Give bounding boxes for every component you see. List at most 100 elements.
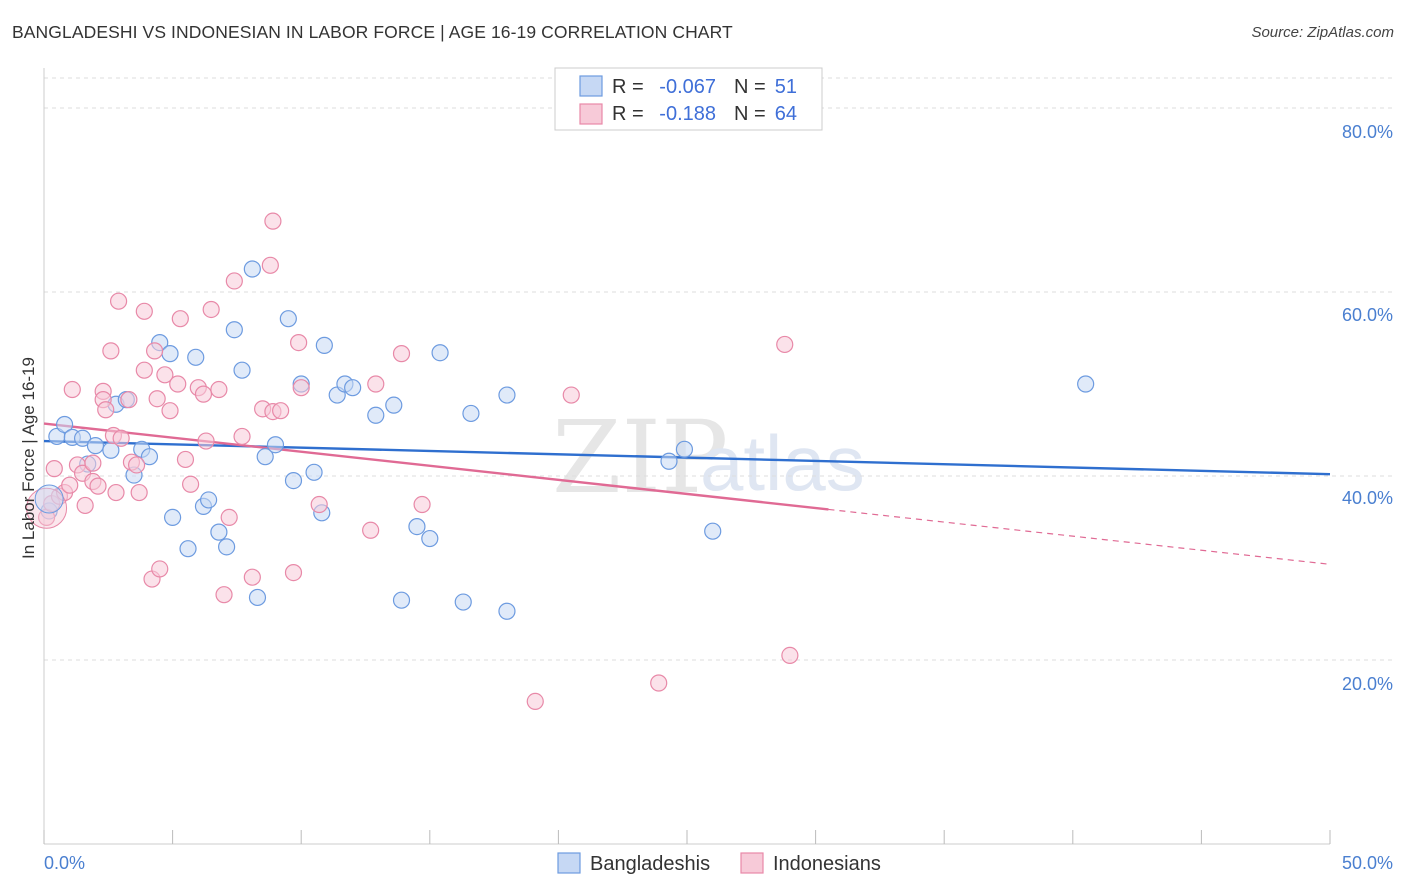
- indonesians-trend-extension: [828, 508, 1331, 565]
- indonesians-point: [284, 563, 303, 582]
- indonesians-point: [225, 272, 243, 290]
- indonesians-point: [233, 427, 251, 446]
- bangladeshis-point: [55, 415, 74, 434]
- bangladeshis-point: [675, 440, 694, 458]
- indonesians-point: [220, 508, 238, 527]
- indonesians-point: [292, 379, 310, 397]
- bangladeshis-point: [266, 436, 285, 454]
- indonesians-point: [127, 456, 146, 474]
- indonesians-point: [264, 212, 282, 230]
- x-tick-label: 0.0%: [44, 853, 85, 873]
- legend-r-label-2: R =: [612, 103, 644, 125]
- indonesians-point: [182, 475, 200, 493]
- indonesians-point: [176, 450, 195, 469]
- bangladeshis-point: [315, 336, 333, 354]
- series-legend-swatch-bangladeshis: [557, 852, 581, 874]
- indonesians-point: [367, 375, 385, 393]
- legend-swatch-bangladeshis: [579, 75, 603, 97]
- bangladeshis-point: [1077, 375, 1095, 393]
- bangladeshis-point: [73, 429, 92, 447]
- indonesians-point: [171, 310, 189, 328]
- indonesians-point: [63, 380, 81, 399]
- axes: 20.0% 40.0% 60.0% 80.0% 0.0% 50.0%: [43, 68, 1393, 873]
- indonesians-point: [169, 375, 187, 393]
- bangladeshis-point: [200, 491, 218, 509]
- bangladeshis-point: [164, 508, 182, 527]
- bangladeshis-point: [86, 437, 105, 455]
- y-tick-label: 20.0%: [1342, 674, 1393, 694]
- bangladeshis-point: [367, 406, 385, 424]
- indonesians-point: [290, 334, 308, 352]
- bangladeshis-point: [256, 448, 274, 466]
- series-legend-label-indonesians: Indonesians: [773, 853, 881, 875]
- watermark: ZIP atlas: [552, 399, 865, 516]
- indonesians-point: [197, 432, 215, 450]
- indonesians-point: [202, 300, 220, 319]
- x-tick-label: 50.0%: [1342, 853, 1393, 873]
- series-legend: Bangladeshis Indonesians: [557, 852, 881, 875]
- indonesians-point: [130, 483, 148, 502]
- indonesians-point: [112, 429, 130, 447]
- bangladeshis-point: [233, 361, 251, 379]
- bangladeshis-point: [704, 522, 722, 540]
- indonesians-point: [151, 560, 169, 578]
- bangladeshis-point: [179, 540, 197, 558]
- indonesians-point: [413, 495, 431, 514]
- bangladeshis-point: [392, 591, 411, 609]
- indonesians-point: [362, 521, 380, 539]
- bangladeshis-point: [187, 348, 205, 366]
- indonesians-point: [650, 674, 668, 692]
- indonesians-point: [135, 361, 153, 379]
- bangladeshis-point: [218, 538, 236, 556]
- bangladeshis-point: [248, 588, 267, 607]
- legend-r-value-2: -0.188: [659, 103, 716, 125]
- indonesians-point: [156, 366, 174, 384]
- bangladeshis-point: [498, 602, 516, 620]
- legend-n-value-2: 64: [775, 103, 797, 125]
- indonesians-point: [135, 302, 153, 320]
- indonesians-point: [102, 342, 120, 360]
- indonesians-point: [76, 496, 94, 515]
- bangladeshis-point: [498, 386, 516, 404]
- stats-legend: R = -0.067 N = 51 R = -0.188 N = 64: [554, 67, 823, 131]
- bangladeshis-point: [660, 452, 678, 470]
- indonesians-point: [145, 342, 164, 360]
- bangladeshis-point: [284, 472, 303, 490]
- legend-n-value-1: 51: [775, 76, 797, 98]
- bangladeshis-point: [305, 463, 323, 481]
- indonesians-point: [109, 292, 128, 310]
- bangladeshis-point: [140, 448, 159, 466]
- bangladeshis-point: [462, 404, 480, 423]
- indonesians-point: [89, 477, 107, 495]
- indonesians-cluster-point: [26, 487, 68, 529]
- bangladeshis-point: [454, 593, 472, 611]
- indonesians-point: [120, 391, 138, 409]
- bangladeshis-point: [225, 321, 243, 339]
- indonesians-point: [97, 401, 115, 419]
- trend-lines: [43, 422, 1331, 565]
- indonesians-point: [261, 256, 279, 274]
- series-legend-swatch-indonesians: [740, 852, 764, 874]
- indonesians-point: [161, 402, 179, 420]
- watermark-atlas: atlas: [700, 419, 865, 507]
- indonesians-point: [776, 335, 794, 354]
- source-credit: Source: ZipAtlas.com: [1251, 24, 1394, 41]
- indonesians-point: [526, 692, 544, 711]
- indonesians-point: [148, 390, 166, 408]
- chart-title: BANGLADESHI VS INDONESIAN IN LABOR FORCE…: [12, 22, 733, 42]
- bangladeshis-point: [210, 523, 228, 541]
- indonesians-point: [243, 568, 261, 586]
- indonesians-point: [61, 476, 79, 494]
- y-tick-label: 80.0%: [1342, 122, 1393, 142]
- bangladeshis-point: [421, 529, 439, 548]
- bangladeshis-point: [243, 260, 261, 278]
- bangladeshis-point: [408, 517, 426, 536]
- indonesians-trend-line: [43, 422, 829, 511]
- data-points: [26, 212, 1095, 711]
- legend-r-label-1: R =: [612, 76, 644, 98]
- indonesians-point: [107, 483, 125, 502]
- y-tick-label: 40.0%: [1342, 488, 1393, 508]
- bangladeshis-point: [279, 310, 297, 328]
- indonesians-point: [194, 385, 213, 403]
- y-tick-label: 60.0%: [1342, 305, 1393, 325]
